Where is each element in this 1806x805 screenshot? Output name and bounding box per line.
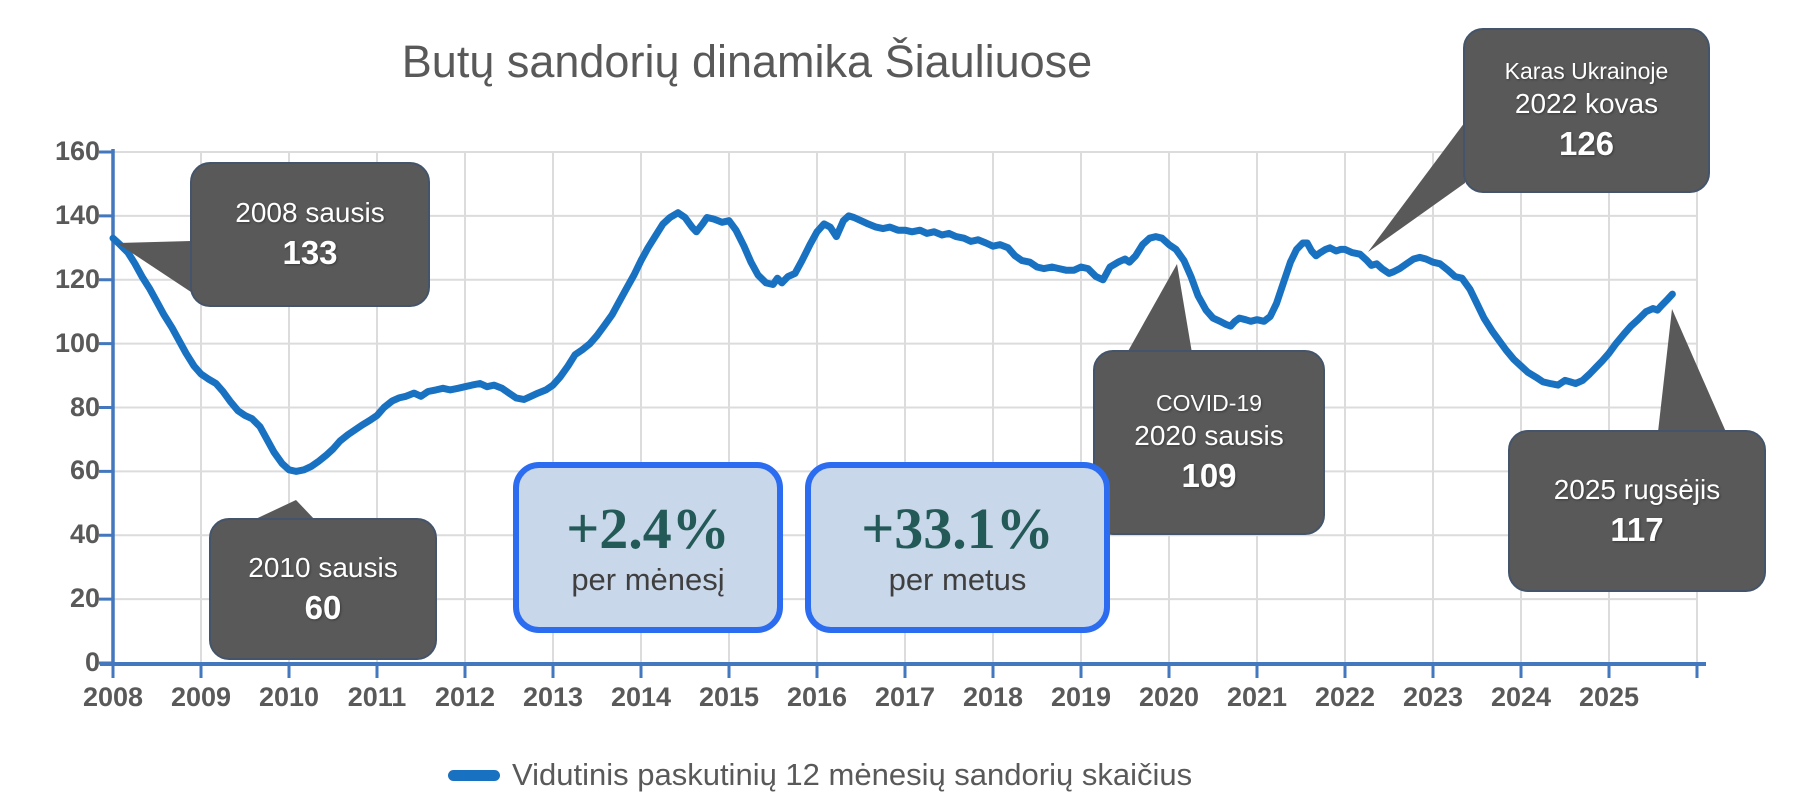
y-tick-label: 80 xyxy=(69,391,100,422)
callout-event: COVID-19 xyxy=(1155,390,1263,416)
stat-yearly-growth: +33.1% per metus xyxy=(805,462,1110,633)
x-tick-label: 2017 xyxy=(874,682,936,712)
callout-date: 2020 sausis xyxy=(1134,419,1284,451)
y-tick-label: 100 xyxy=(54,327,100,358)
stat-value: +2.4% xyxy=(566,495,730,561)
x-tick-label: 2014 xyxy=(610,682,672,712)
stat-label: per metus xyxy=(888,561,1027,597)
legend-label: Vidutinis paskutinių 12 mėnesių sandorių… xyxy=(512,757,1193,792)
callout-date: 2022 kovas xyxy=(1514,87,1659,119)
x-tick-label: 2018 xyxy=(962,682,1024,712)
callout-tail-2025 xyxy=(1658,309,1726,432)
callout-2025-rugsejis: 2025 rugsėjis 117 xyxy=(1508,430,1766,592)
stat-monthly-growth: +2.4% per mėnesį xyxy=(513,462,783,633)
x-tick-label: 2013 xyxy=(522,682,584,712)
x-tick-label: 2021 xyxy=(1226,682,1288,712)
callout-value: 133 xyxy=(282,234,338,272)
y-tick-label: 60 xyxy=(69,455,100,486)
callout-2008-sausis: 2008 sausis 133 xyxy=(190,162,430,307)
x-tick-label: 2023 xyxy=(1402,682,1464,712)
callout-tail-2008 xyxy=(117,241,191,292)
y-tick-label: 120 xyxy=(54,263,100,294)
callout-value: 117 xyxy=(1610,510,1664,548)
x-tick-label: 2012 xyxy=(434,682,496,712)
stat-label: per mėnesį xyxy=(571,561,725,597)
callout-date: 2010 sausis xyxy=(248,551,398,583)
y-tick-label: 40 xyxy=(69,519,100,550)
legend: Vidutinis paskutinių 12 mėnesių sandorių… xyxy=(448,757,1192,793)
x-tick-label: 2010 xyxy=(258,682,320,712)
callout-covid: COVID-19 2020 sausis 109 xyxy=(1093,350,1325,535)
y-tick-label: 160 xyxy=(54,136,100,166)
callout-event: Karas Ukrainoje xyxy=(1504,58,1669,84)
x-tick-label: 2020 xyxy=(1138,682,1200,712)
x-tick-label: 2019 xyxy=(1050,682,1112,712)
x-tick-label: 2025 xyxy=(1578,682,1640,712)
callout-value: 126 xyxy=(1558,124,1615,162)
callout-war-ukraine: Karas Ukrainoje 2022 kovas 126 xyxy=(1463,28,1710,193)
callout-2010-sausis: 2010 sausis 60 xyxy=(209,518,437,660)
chart-title: Butų sandorių dinamika Šiauliuose xyxy=(401,36,1093,87)
series-line xyxy=(109,209,1676,475)
x-tick-label: 2009 xyxy=(170,682,232,712)
y-tick-label: 20 xyxy=(69,583,100,614)
callout-date: 2025 rugsėjis xyxy=(1553,473,1721,505)
callout-date: 2008 sausis xyxy=(235,197,385,229)
legend-line-swatch xyxy=(448,769,500,781)
x-tick-label: 2011 xyxy=(347,682,407,712)
callout-tail-war xyxy=(1368,122,1465,252)
callout-value: 109 xyxy=(1181,456,1237,494)
y-tick-label: 140 xyxy=(54,199,100,230)
x-tick-label: 2022 xyxy=(1314,682,1376,712)
x-tick-label: 2016 xyxy=(786,682,848,712)
y-tick-label: 0 xyxy=(84,647,100,677)
stat-value: +33.1% xyxy=(861,495,1054,561)
callout-value: 60 xyxy=(304,588,342,626)
x-tick-label: 2008 xyxy=(82,682,144,712)
x-tick-label: 2015 xyxy=(698,682,760,712)
callout-tail-covid xyxy=(1127,264,1192,353)
x-tick-label: 2024 xyxy=(1490,682,1552,712)
